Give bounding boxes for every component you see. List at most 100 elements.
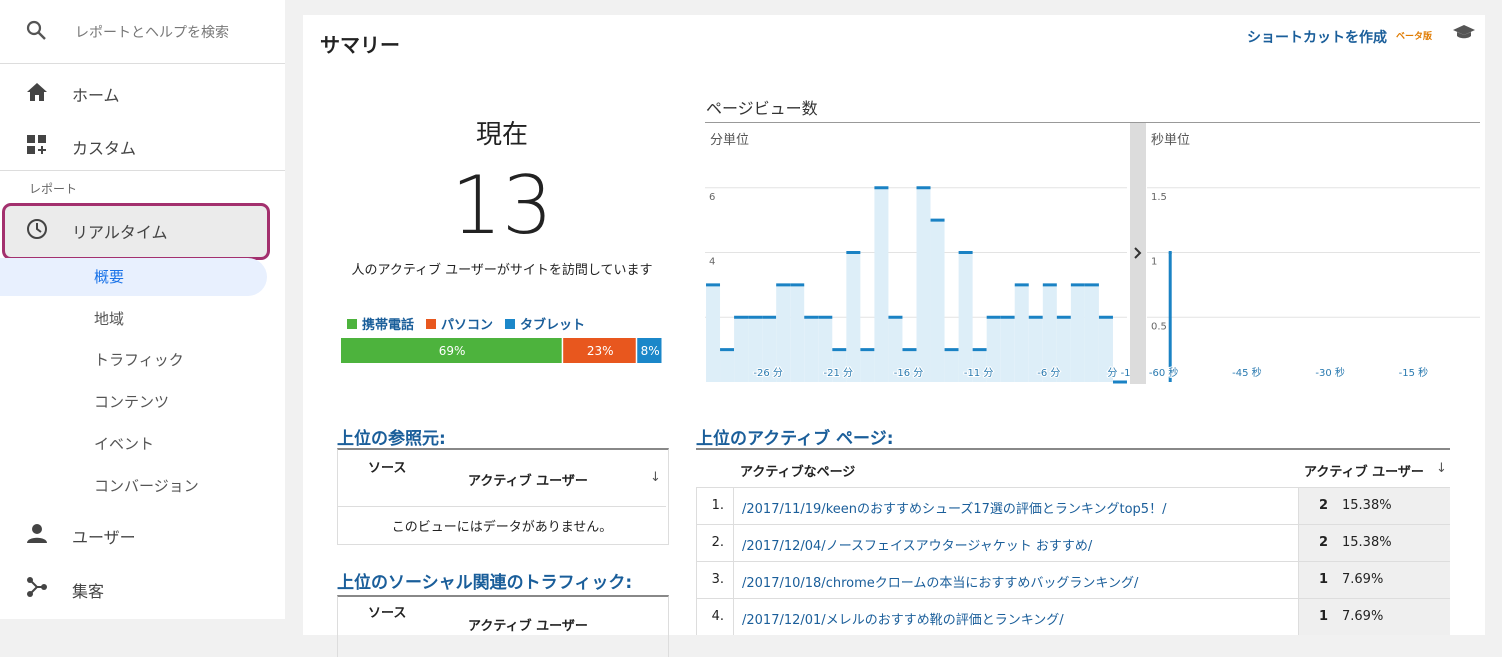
legend-swatch [347,318,357,329]
rank-cell-border [733,524,734,561]
nav-custom[interactable]: カスタム [72,139,137,158]
bar [832,349,847,382]
bar [748,317,763,382]
count-cell-bg [1298,562,1450,598]
rank: 3. [711,572,724,587]
selected-row [0,258,267,296]
percent: 15.38% [1342,498,1392,513]
bar [958,252,973,382]
bar [860,349,875,382]
active-users: 2 [1318,498,1328,513]
learn-icon[interactable] [1452,24,1476,40]
rank-cell-border [733,598,734,635]
nav-realtime[interactable]: リアルタイム [72,223,168,242]
legend-item: タブレット [505,314,585,333]
chart-border [705,122,1480,123]
sort-arrow[interactable]: ↓ [650,470,661,485]
bar [706,284,721,382]
bar [944,349,959,382]
legend-swatch [505,318,516,329]
device-segment [563,338,636,363]
home-icon [27,83,47,101]
active-users: 1 [1318,572,1328,587]
bar [986,317,1001,382]
shortcut-link[interactable]: ショートカットを作成 [1247,30,1387,46]
custom-icon [27,135,46,154]
nav-sub[interactable]: コンバージョン [94,477,199,495]
chart-subtitle: 分単位 [710,133,750,148]
x-tick-label: -60 秒 [1149,366,1179,379]
bar [818,317,833,382]
nav-sub[interactable]: イベント [94,435,155,453]
empty-message: このビューにはデータがありません。 [391,520,613,535]
bar [902,349,917,382]
percent: 15.38% [1342,535,1392,550]
x-tick-label: -6 分 [1037,367,1060,379]
chart-subtitle: 秒単位 [1151,133,1191,148]
search-icon [26,20,46,40]
current-description: 人のアクティブ ユーザーがサイトを訪問しています [351,263,653,278]
x-tick-label: -16 分 [894,367,924,379]
nav-home[interactable]: ホーム [72,86,120,105]
minute-chart: 246-26 分-21 分-16 分-11 分-6 分分 -1 [705,186,1130,384]
page-title: サマリー [320,33,400,57]
legend-label: タブレット [520,318,586,333]
active-users: 1 [1318,609,1328,624]
bar [1000,317,1015,382]
chart-divider[interactable] [1130,123,1146,384]
bar [1070,284,1085,382]
nav-sub[interactable]: 地域 [94,310,125,328]
segment-label: 8% [641,344,660,358]
x-tick-label: -21 分 [824,367,854,379]
column-header: ソース [368,461,407,476]
bar [1168,252,1172,382]
y-tick-label: 6 [709,192,715,203]
sort-arrow[interactable]: ↓ [1436,461,1447,476]
bar [1098,317,1113,382]
chevron-icon [1134,247,1142,259]
x-tick-label: -30 秒 [1315,366,1345,379]
y-tick-label: 0.5 [1151,321,1167,332]
column-header[interactable]: アクティブ ユーザー [468,474,588,489]
divider [0,63,285,64]
section-heading: 上位の参照元: [337,429,446,449]
bar [1014,284,1029,382]
chart-title: ページビュー数 [706,99,818,118]
page-link[interactable]: /2017/11/19/keenのおすすめシューズ17選の評価とランキングtop… [742,502,1167,517]
x-tick-label: -11 分 [964,367,994,379]
referrer-table: ソース アクティブ ユーザー ↓ このビューにはデータがありません。 [337,448,669,545]
nav-sub[interactable]: コンテンツ [94,393,170,411]
search-input[interactable]: レポートとヘルプを検索 [75,25,229,41]
nav-acquisition[interactable]: 集客 [72,582,105,601]
bar [804,317,819,382]
y-tick-label: 1 [1151,257,1157,268]
bar [1042,284,1057,382]
column-header[interactable]: アクティブ ユーザー [1304,465,1424,480]
y-tick-label: 4 [709,257,715,268]
nav-sub[interactable]: トラフィック [94,351,184,369]
segment-label: 23% [587,344,614,358]
bar [790,284,805,382]
bar [776,284,791,382]
nav-users[interactable]: ユーザー [72,528,136,547]
section-label: レポート [29,182,78,196]
bar [874,187,889,382]
count-cell-bg [1298,525,1450,561]
x-tick-label: 分 -1 [1107,367,1130,379]
x-tick-label: -26 分 [753,367,783,379]
user-icon [27,524,47,543]
current-label: 現在 [475,120,528,150]
nav-overview[interactable]: 概要 [94,268,125,286]
device-segment [637,338,662,363]
column-header[interactable]: アクティブ ユーザー [468,619,588,634]
bar [916,187,931,382]
percent: 7.69% [1342,609,1384,624]
rank-cell-border [733,487,734,524]
legend-item: パソコン [426,314,493,333]
device-chart: 69% 23% 8% [341,338,662,363]
section-heading: 上位のソーシャル関連のトラフィック: [337,573,633,593]
count-cell-bg [1298,488,1450,524]
page-link[interactable]: /2017/12/04/ノースフェイスアウタージャケット おすすめ/ [742,539,1093,554]
legend-label: 携帯電話 [362,318,415,333]
page-link[interactable]: /2017/10/18/chromeクロームの本当におすすめバッグランキング/ [742,576,1139,591]
